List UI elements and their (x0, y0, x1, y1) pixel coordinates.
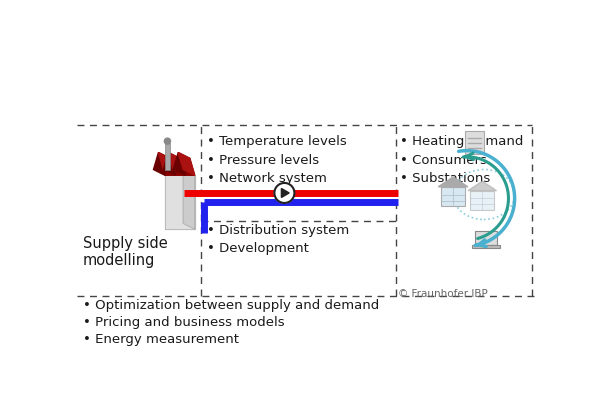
Polygon shape (154, 170, 194, 176)
Text: • Energy measurement: • Energy measurement (83, 333, 239, 346)
Polygon shape (158, 153, 175, 176)
Circle shape (274, 184, 295, 203)
Text: • Distribution system: • Distribution system (208, 223, 350, 236)
FancyBboxPatch shape (472, 245, 500, 249)
Text: • Network system: • Network system (208, 172, 327, 185)
Polygon shape (468, 182, 497, 191)
Text: • Pressure levels: • Pressure levels (208, 153, 320, 166)
FancyBboxPatch shape (475, 231, 497, 245)
Text: • Pricing and business models: • Pricing and business models (83, 316, 284, 328)
Text: • Consumers: • Consumers (400, 153, 487, 166)
Text: Supply side
modelling: Supply side modelling (83, 235, 167, 267)
Polygon shape (165, 176, 194, 229)
Polygon shape (173, 153, 190, 176)
Circle shape (164, 139, 170, 145)
FancyBboxPatch shape (470, 191, 494, 210)
Polygon shape (185, 159, 194, 176)
FancyBboxPatch shape (466, 132, 484, 155)
Text: • Optimization between supply and demand: • Optimization between supply and demand (83, 299, 379, 312)
Polygon shape (175, 159, 185, 176)
Polygon shape (183, 170, 194, 229)
Polygon shape (163, 153, 180, 176)
Text: • Heating demand: • Heating demand (400, 135, 523, 148)
Polygon shape (281, 189, 289, 198)
Polygon shape (169, 153, 185, 176)
Text: © Fraunhofer IBP: © Fraunhofer IBP (398, 289, 488, 299)
FancyBboxPatch shape (165, 144, 170, 171)
Polygon shape (154, 153, 170, 176)
Polygon shape (438, 178, 468, 187)
Polygon shape (165, 159, 175, 176)
Text: • Development: • Development (208, 242, 309, 255)
FancyBboxPatch shape (440, 187, 466, 207)
Text: • Substations: • Substations (400, 172, 490, 185)
Text: • Temperature levels: • Temperature levels (208, 135, 347, 148)
Polygon shape (178, 153, 194, 176)
